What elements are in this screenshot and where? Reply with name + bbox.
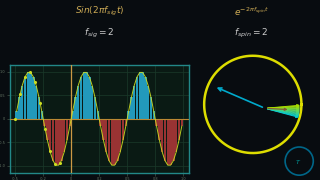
Bar [169, 119, 172, 165]
Point [18, 93, 23, 95]
Bar [46, 119, 49, 140]
Text: $f_{sig} = 2$: $f_{sig} = 2$ [84, 26, 114, 40]
Bar [29, 72, 32, 119]
Text: $e^{-2\pi f_{spin}t}$: $e^{-2\pi f_{spin}t}$ [234, 6, 269, 18]
Bar [38, 98, 40, 119]
Bar [167, 119, 169, 165]
Bar [172, 119, 175, 161]
Bar [91, 86, 93, 119]
Bar [100, 119, 102, 126]
Bar [88, 77, 91, 119]
Point [23, 75, 28, 78]
Bar [122, 119, 124, 140]
Point [43, 127, 48, 130]
Bar [15, 111, 18, 119]
Point [58, 162, 63, 165]
Bar [141, 72, 144, 119]
Bar [41, 111, 43, 119]
Bar [66, 119, 68, 140]
Bar [24, 77, 26, 119]
Bar [105, 119, 108, 152]
Point [37, 101, 43, 104]
Bar [55, 119, 57, 165]
Bar [27, 72, 29, 119]
Point [52, 163, 58, 166]
Bar [52, 119, 54, 161]
Bar [44, 119, 46, 126]
Bar [18, 98, 20, 119]
Bar [175, 119, 177, 152]
Bar [94, 98, 96, 119]
Bar [147, 86, 149, 119]
Bar [102, 119, 105, 140]
Bar [111, 119, 113, 165]
Bar [180, 119, 183, 126]
Bar [21, 86, 23, 119]
Bar [85, 72, 88, 119]
Bar [124, 119, 127, 126]
Bar [158, 119, 161, 140]
Bar [164, 119, 166, 161]
Bar [116, 119, 119, 161]
Bar [150, 98, 152, 119]
Bar [161, 119, 164, 152]
Bar [83, 72, 85, 119]
Bar [77, 86, 79, 119]
Bar [35, 86, 37, 119]
Point [28, 71, 33, 74]
Bar [119, 119, 121, 152]
Bar [60, 119, 63, 161]
Bar [156, 119, 158, 126]
Text: $f_{spin} = 2$: $f_{spin} = 2$ [234, 26, 268, 40]
Bar [74, 98, 76, 119]
Point [12, 117, 18, 120]
Point [33, 80, 38, 83]
Bar [153, 111, 155, 119]
Bar [136, 77, 138, 119]
Bar [97, 111, 99, 119]
Bar [139, 72, 141, 119]
Bar [80, 77, 82, 119]
Bar [133, 86, 135, 119]
Bar [68, 119, 71, 126]
Point [47, 150, 52, 153]
Bar [178, 119, 180, 140]
Bar [63, 119, 65, 152]
Bar [130, 98, 132, 119]
Bar [71, 111, 74, 119]
Bar [127, 111, 130, 119]
Bar [57, 119, 60, 165]
Bar [49, 119, 52, 152]
Bar [32, 77, 35, 119]
Text: $Sin(2\pi f_{sig}t)$: $Sin(2\pi f_{sig}t)$ [75, 5, 124, 18]
Bar [144, 77, 147, 119]
Text: T: T [296, 160, 300, 165]
Bar [113, 119, 116, 165]
Bar [108, 119, 110, 161]
